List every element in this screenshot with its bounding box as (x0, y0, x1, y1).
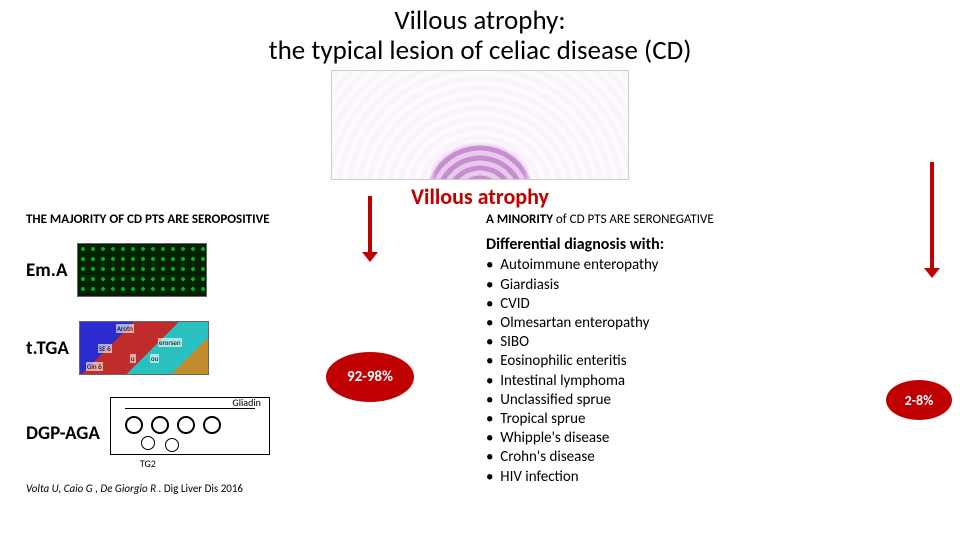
dx-item: Autoimmune enteropathy (486, 256, 960, 275)
title-line-2: the typical lesion of celiac disease (CD… (269, 34, 692, 67)
tg2-label: TG2 (140, 457, 270, 470)
slide-title: Villous atrophy: the typical lesion of c… (0, 6, 960, 66)
ttga-row: t.TGA Arotn SE 6 erorsen u ou Gln 6 (26, 321, 480, 375)
dx-item: Whipple's disease (486, 429, 960, 448)
right-heading: A MINORITY of CD PTS ARE SERONEGATIVE (486, 212, 960, 227)
dx-item: HIV infection (486, 468, 960, 487)
columns: THE MAJORITY OF CD PTS ARE SEROPOSITIVE … (0, 212, 960, 495)
dgp-row: DGP-AGA Gliadin TG2 (26, 397, 480, 470)
right-heading-rest: of CD PTS ARE SERONEGATIVE (553, 212, 714, 227)
hero-caption: Villous atrophy (0, 183, 960, 210)
dx-item: Olmesartan enteropathy (486, 314, 960, 333)
seropositive-percent-badge: 92-98% (326, 352, 414, 402)
ttga-thumb: Arotn SE 6 erorsen u ou Gln 6 (79, 321, 209, 375)
protein-tag: Arotn (116, 324, 134, 333)
protein-tag: ou (150, 354, 159, 363)
dx-list: Autoimmune enteropathyGiardiasisCVIDOlme… (486, 256, 960, 486)
histology-image (331, 70, 629, 180)
ema-row: Em.A (26, 243, 480, 297)
seropositive-percent: 92-98% (347, 368, 393, 386)
citation-authors: Volta U, Caio G , De Giorgio R . (26, 482, 161, 495)
dx-item: Eosinophilic enteritis (486, 352, 960, 371)
slide: Villous atrophy: the typical lesion of c… (0, 0, 960, 540)
dx-title: Differential diagnosis with: (486, 235, 960, 254)
citation: Volta U, Caio G , De Giorgio R . Dig Liv… (26, 482, 480, 495)
ema-label: Em.A (26, 259, 67, 282)
right-heading-bold: A MINORITY (486, 212, 553, 227)
protein-tag: SE 6 (98, 344, 112, 353)
ttga-label: t.TGA (26, 337, 69, 360)
citation-journal: Dig Liver Dis 2016 (161, 482, 243, 495)
ema-thumb (77, 243, 207, 297)
seronegative-percent: 2-8% (905, 392, 934, 409)
dgp-label: DGP-AGA (26, 422, 100, 445)
title-line-1: Villous atrophy: (394, 4, 565, 37)
dx-item: Crohn's disease (486, 448, 960, 467)
protein-tag: erorsen (158, 338, 182, 347)
seronegative-percent-wrap: 2-8% (886, 380, 952, 420)
left-column: THE MAJORITY OF CD PTS ARE SEROPOSITIVE … (0, 212, 480, 495)
dgp-diagram: Gliadin (110, 397, 270, 455)
seronegative-percent-badge: 2-8% (886, 380, 952, 420)
left-heading: THE MAJORITY OF CD PTS ARE SEROPOSITIVE (26, 212, 480, 227)
dx-item: CVID (486, 295, 960, 314)
dx-item: Giardiasis (486, 276, 960, 295)
dx-item: SIBO (486, 333, 960, 352)
hero-wrap (0, 70, 960, 185)
protein-tag: u (130, 354, 136, 363)
protein-tag: Gln 6 (86, 362, 103, 371)
right-column: A MINORITY of CD PTS ARE SERONEGATIVE 2-… (480, 212, 960, 495)
